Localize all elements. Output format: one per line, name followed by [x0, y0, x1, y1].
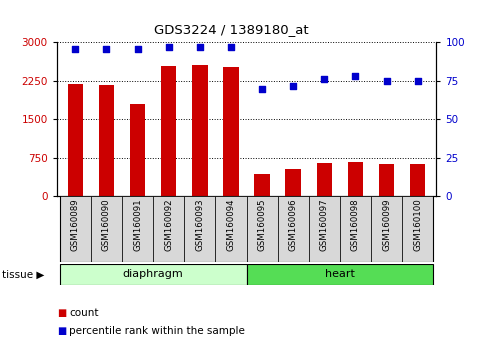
- Bar: [371, 196, 402, 262]
- Point: [165, 44, 173, 50]
- Point: [71, 46, 79, 51]
- Point: [352, 74, 359, 79]
- Text: ■: ■: [57, 326, 66, 336]
- Text: GSM160094: GSM160094: [226, 199, 236, 251]
- Bar: [91, 196, 122, 262]
- Bar: [340, 196, 371, 262]
- Text: GSM160099: GSM160099: [382, 199, 391, 251]
- Bar: [60, 196, 91, 262]
- Bar: [192, 64, 208, 196]
- Bar: [317, 163, 332, 196]
- Point: [196, 44, 204, 50]
- Bar: [278, 196, 309, 262]
- Point: [320, 76, 328, 82]
- Text: GSM160091: GSM160091: [133, 199, 142, 251]
- Point: [414, 78, 422, 84]
- Point: [103, 46, 110, 51]
- Bar: [223, 67, 239, 196]
- Point: [383, 78, 390, 84]
- Text: heart: heart: [325, 269, 355, 279]
- Bar: [215, 196, 246, 262]
- Text: GSM160095: GSM160095: [257, 199, 267, 251]
- Text: GSM160096: GSM160096: [289, 199, 298, 251]
- Text: GSM160098: GSM160098: [351, 199, 360, 251]
- Bar: [309, 196, 340, 262]
- Point: [227, 44, 235, 50]
- Bar: [68, 84, 83, 196]
- Bar: [348, 161, 363, 196]
- Text: GSM160100: GSM160100: [413, 199, 422, 251]
- Bar: [246, 196, 278, 262]
- Bar: [99, 85, 114, 196]
- Text: count: count: [69, 308, 99, 318]
- Bar: [60, 264, 246, 285]
- Bar: [254, 175, 270, 196]
- Bar: [161, 65, 176, 196]
- Text: diaphragm: diaphragm: [123, 269, 183, 279]
- Point: [289, 83, 297, 88]
- Text: ■: ■: [57, 308, 66, 318]
- Text: GSM160090: GSM160090: [102, 199, 111, 251]
- Text: GSM160089: GSM160089: [71, 199, 80, 251]
- Bar: [410, 164, 425, 196]
- Text: GSM160097: GSM160097: [320, 199, 329, 251]
- Text: tissue ▶: tissue ▶: [2, 269, 45, 279]
- Point: [258, 86, 266, 92]
- Point: [134, 46, 141, 51]
- Bar: [379, 164, 394, 196]
- Bar: [246, 264, 433, 285]
- Text: GDS3224 / 1389180_at: GDS3224 / 1389180_at: [154, 23, 309, 36]
- Text: GSM160092: GSM160092: [164, 199, 173, 251]
- Bar: [153, 196, 184, 262]
- Text: percentile rank within the sample: percentile rank within the sample: [69, 326, 245, 336]
- Bar: [402, 196, 433, 262]
- Bar: [285, 169, 301, 196]
- Text: GSM160093: GSM160093: [195, 199, 204, 251]
- Bar: [130, 104, 145, 196]
- Bar: [122, 196, 153, 262]
- Bar: [184, 196, 215, 262]
